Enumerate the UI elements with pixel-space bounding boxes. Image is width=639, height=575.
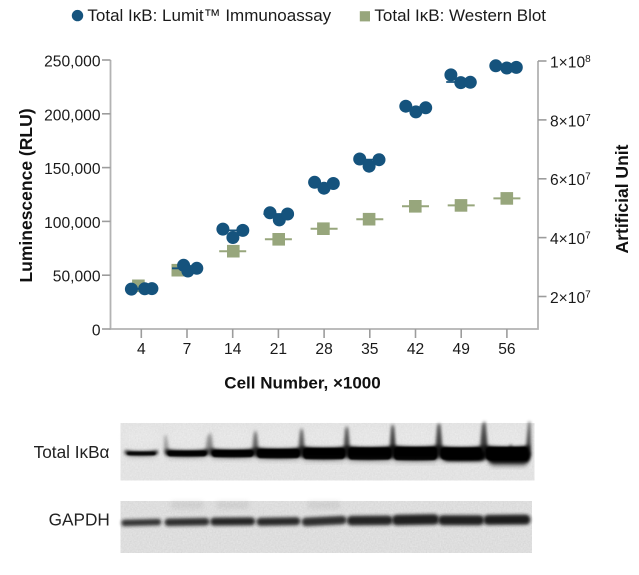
svg-text:8×107: 8×107	[550, 113, 591, 131]
svg-text:Artificial Unit: Artificial Unit	[612, 144, 632, 253]
svg-text:7: 7	[183, 341, 192, 358]
svg-text:100,000: 100,000	[44, 215, 101, 232]
svg-text:4×107: 4×107	[550, 231, 591, 249]
svg-text:250,000: 250,000	[44, 54, 101, 71]
svg-text:4: 4	[137, 341, 146, 358]
svg-text:28: 28	[315, 341, 332, 358]
svg-text:150,000: 150,000	[44, 161, 101, 178]
svg-text:42: 42	[407, 341, 424, 358]
svg-text:14: 14	[224, 341, 242, 358]
svg-text:56: 56	[498, 341, 515, 358]
svg-text:0: 0	[92, 323, 101, 340]
svg-text:49: 49	[453, 341, 470, 358]
svg-text:2×107: 2×107	[550, 289, 591, 307]
svg-text:6×107: 6×107	[550, 172, 591, 190]
svg-text:Cell Number, ×1000: Cell Number, ×1000	[224, 374, 380, 393]
svg-text:Luminescence (RLU): Luminescence (RLU)	[16, 108, 36, 282]
svg-text:1×108: 1×108	[550, 54, 591, 72]
svg-text:200,000: 200,000	[44, 107, 101, 124]
svg-text:21: 21	[270, 341, 287, 358]
svg-text:Total IκBα: Total IκBα	[34, 442, 110, 462]
svg-text:Total IκB: Lumit™ Immunoassay: Total IκB: Lumit™ Immunoassay	[87, 6, 331, 25]
svg-text:35: 35	[361, 341, 379, 358]
svg-text:GAPDH: GAPDH	[49, 510, 110, 530]
svg-text:Total IκB: Western Blot: Total IκB: Western Blot	[374, 6, 546, 25]
svg-text:50,000: 50,000	[53, 269, 101, 286]
